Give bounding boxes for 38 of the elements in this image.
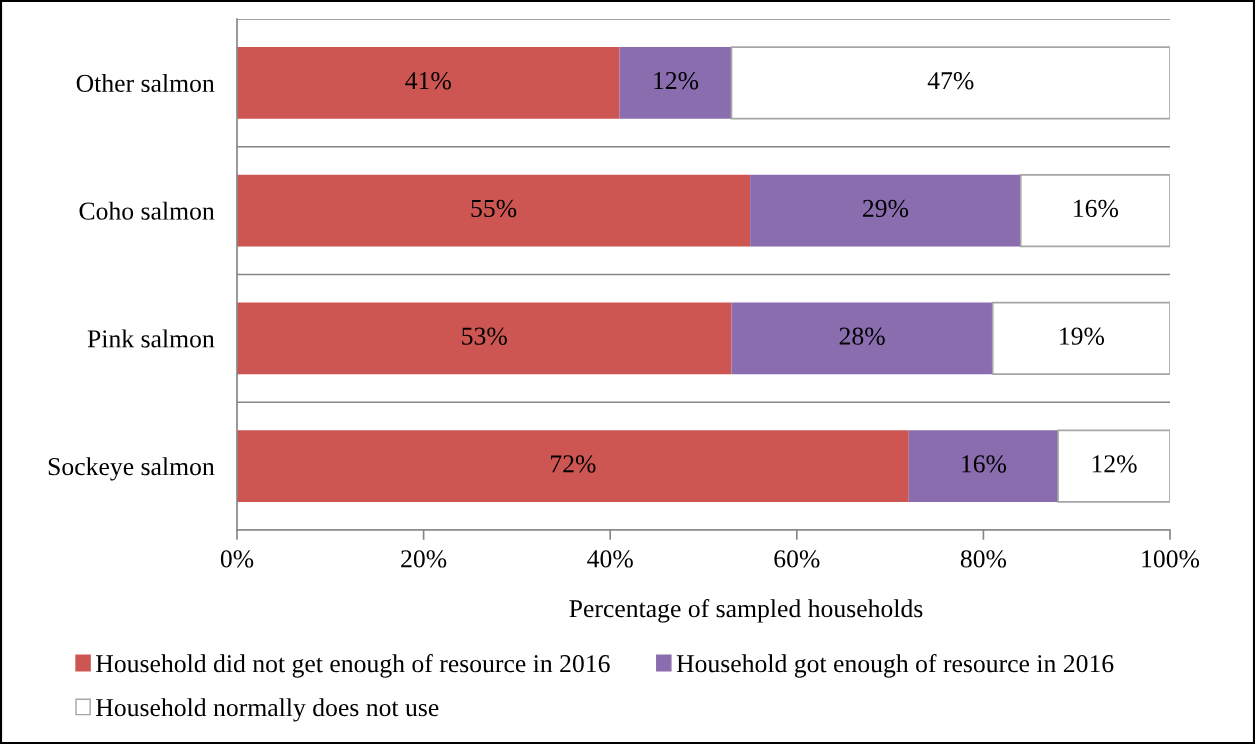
bar bbox=[731, 302, 993, 375]
data-label: 16% bbox=[962, 455, 1007, 473]
data-label: 55% bbox=[471, 199, 517, 218]
data-label: 19% bbox=[1060, 327, 1105, 345]
bar bbox=[730, 46, 1170, 120]
x-tick-label: 0% bbox=[220, 550, 254, 568]
bar bbox=[237, 47, 620, 119]
x-tick-label: 20% bbox=[401, 550, 447, 568]
y-tick-label: Other salmon bbox=[76, 73, 215, 93]
bar bbox=[237, 430, 909, 502]
data-label: 12% bbox=[654, 71, 699, 90]
y-tick-label: Coho salmon bbox=[79, 201, 215, 220]
data-label: 72% bbox=[551, 455, 596, 473]
x-tick-label: 100% bbox=[1142, 550, 1200, 568]
data-label: 41% bbox=[405, 71, 451, 90]
y-tick-label: Sockeye salmon bbox=[48, 457, 215, 481]
bar bbox=[991, 301, 1170, 375]
x-tick-label: 60% bbox=[774, 550, 820, 568]
bar bbox=[750, 174, 1021, 247]
data-label: 29% bbox=[863, 199, 909, 218]
x-tick-label: 80% bbox=[960, 550, 1007, 568]
x-tick-label: 40% bbox=[587, 550, 633, 568]
bar bbox=[619, 47, 732, 119]
legend-label: Household did not get enough of resource in 2016 bbox=[96, 654, 610, 678]
data-label: 28% bbox=[839, 327, 885, 345]
bar bbox=[237, 174, 751, 247]
bar bbox=[908, 430, 1059, 502]
y-tick-label: Pink salmon bbox=[87, 329, 215, 348]
data-label: 47% bbox=[927, 71, 974, 90]
bar bbox=[1019, 174, 1170, 248]
bar bbox=[237, 302, 732, 375]
data-label: 16% bbox=[1074, 199, 1119, 218]
x-axis-title: Percentage of sampled households bbox=[569, 598, 923, 623]
legend-label: Household normally does not use bbox=[96, 698, 439, 722]
data-label: 12% bbox=[1092, 455, 1137, 473]
legend-label: Household got enough of resource in 2016 bbox=[676, 654, 1114, 678]
data-label: 53% bbox=[462, 327, 507, 345]
bar bbox=[1057, 429, 1170, 503]
